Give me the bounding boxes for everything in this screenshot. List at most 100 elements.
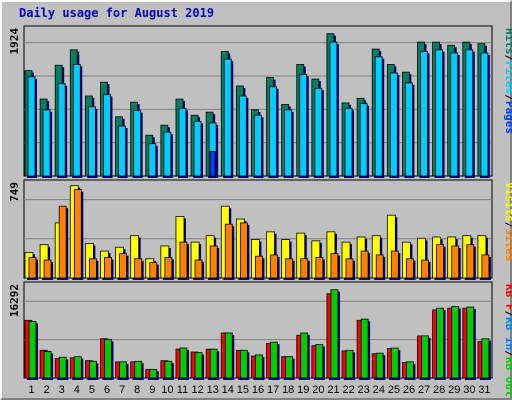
legend-entry: Sites <box>503 228 512 261</box>
legend-top: Hits/Files/Pages <box>503 28 512 134</box>
bar-kbout <box>239 349 248 379</box>
bar-files <box>450 52 459 177</box>
bar-kbout <box>209 348 218 379</box>
bar-files <box>344 107 353 177</box>
bar-files <box>435 49 444 177</box>
x-tick-label: 2 <box>44 384 50 396</box>
bar-files <box>299 74 308 177</box>
bar-sites <box>285 258 294 279</box>
bar-files <box>389 72 398 177</box>
legend-separator: / <box>503 55 512 62</box>
bar-sites <box>330 253 339 279</box>
x-tick-label: 12 <box>191 384 203 396</box>
legend-separator: / <box>503 311 512 318</box>
bar-pages <box>209 150 216 177</box>
bar-files <box>27 76 36 177</box>
legend-entry: KB F <box>503 284 512 311</box>
bar-files <box>223 58 232 177</box>
bar-kbout <box>390 347 399 379</box>
bar-kbout <box>285 356 294 379</box>
x-tick-label: 23 <box>358 384 370 396</box>
x-tick-label: 28 <box>433 384 445 396</box>
bar-sites <box>149 262 158 279</box>
x-tick-label: 19 <box>297 384 309 396</box>
bar-files <box>254 114 262 177</box>
bar-kbout <box>481 338 490 379</box>
bar-kbout <box>164 360 173 379</box>
bar-files <box>148 143 157 177</box>
bar-files <box>405 82 413 177</box>
ymax-label: 1924 <box>8 28 21 55</box>
bar-files <box>374 56 383 177</box>
x-tick-label: 29 <box>448 384 460 396</box>
legend-entry: Pages <box>503 101 512 134</box>
legend-separator: / <box>503 222 512 229</box>
bar-files <box>420 50 428 177</box>
legend-bottom: KB F/KB In/KB Out <box>503 284 512 397</box>
bar-kbout <box>360 318 369 379</box>
x-tick-label: 24 <box>373 384 385 396</box>
bar-files <box>178 107 187 177</box>
bar-files <box>284 109 293 177</box>
bar-sites <box>300 258 309 279</box>
bar-sites <box>134 258 143 279</box>
bar-kbout <box>375 352 384 379</box>
bar-sites <box>179 241 188 279</box>
bar-kbout <box>28 321 37 379</box>
bar-files <box>329 41 338 177</box>
x-tick-label: 16 <box>252 384 264 396</box>
legend-entry: Files <box>503 61 512 94</box>
bar-kbout <box>300 332 309 379</box>
x-tick-label: 20 <box>312 384 324 396</box>
bar-sites <box>88 258 97 279</box>
bar-kbout <box>406 361 414 379</box>
legend-separator: / <box>503 350 512 357</box>
bar-sites <box>390 250 399 279</box>
bar-kbout <box>345 349 354 379</box>
bar-files <box>133 110 142 177</box>
bar-files <box>238 95 247 177</box>
x-tick-label: 30 <box>463 384 475 396</box>
legend-middle: Visits/Sites <box>503 182 512 262</box>
bar-sites <box>360 250 369 279</box>
bar-files <box>314 87 323 177</box>
x-tick-label: 26 <box>403 384 415 396</box>
bar-sites <box>421 259 429 279</box>
bar-kbout <box>194 352 203 379</box>
legend-entry: Hits <box>503 28 512 55</box>
x-tick-label: 15 <box>237 384 249 396</box>
bar-kbout <box>451 306 460 379</box>
bar-kbout <box>119 361 127 379</box>
bar-files <box>480 52 489 177</box>
x-tick-label: 21 <box>327 384 339 396</box>
legend-entry: Visits <box>503 182 512 222</box>
bar-kbout <box>149 368 158 379</box>
x-tick-label: 6 <box>104 384 110 396</box>
x-tick-label: 9 <box>149 384 155 396</box>
bar-kbout <box>224 332 233 379</box>
bar-sites <box>28 257 37 279</box>
bar-kbout <box>104 338 112 379</box>
bar-files <box>87 106 96 177</box>
bar-kbout <box>330 289 339 379</box>
x-tick-label: 13 <box>207 384 219 396</box>
bar-sites <box>345 258 354 279</box>
legend-separator: / <box>503 94 512 101</box>
bar-sites <box>436 244 445 279</box>
bar-kbout <box>255 354 263 379</box>
bar-kbout <box>134 360 143 379</box>
bar-files <box>42 109 51 177</box>
bar-kbout <box>43 351 52 379</box>
bar-sites <box>255 255 263 279</box>
bar-kbout <box>179 347 188 379</box>
bar-kbout <box>270 341 278 379</box>
legend-entry: KB In <box>503 317 512 350</box>
x-tick-label: 8 <box>134 384 140 396</box>
bar-sites <box>224 223 233 279</box>
x-tick-label: 14 <box>222 384 234 396</box>
bar-kbout <box>58 356 67 379</box>
bar-sites <box>406 258 414 279</box>
bar-files <box>359 103 368 177</box>
x-tick-label: 17 <box>267 384 279 396</box>
